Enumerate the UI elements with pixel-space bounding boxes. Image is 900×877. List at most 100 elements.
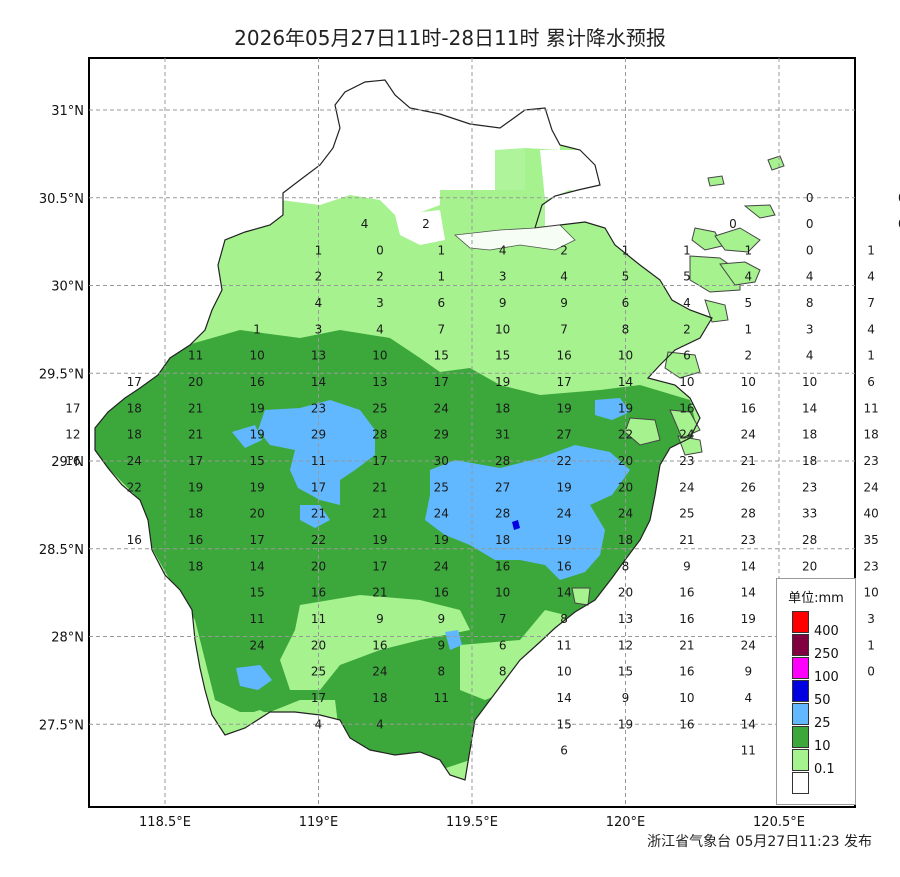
legend-swatch	[792, 726, 809, 748]
lat-tick-label: 28°N	[51, 631, 84, 646]
grid-value: 4	[744, 691, 752, 705]
legend: 单位:mm 400 250 100 50 25 10 0.1	[776, 578, 856, 805]
lat-tick-label: 30°N	[51, 280, 84, 295]
grid-value: 16	[741, 401, 756, 415]
grid-value: 18	[802, 428, 817, 442]
peak-dot	[512, 520, 520, 530]
grid-value: 23	[863, 454, 878, 468]
grid-value: 17	[188, 454, 203, 468]
heavy-patch-7	[236, 665, 272, 690]
grid-value: 17	[65, 401, 80, 415]
grid-value: 28	[372, 428, 387, 442]
grid-value: 2	[376, 270, 384, 284]
grid-value: 8	[622, 322, 630, 336]
grid-value: 16	[65, 454, 80, 468]
grid-value: 8	[806, 296, 814, 310]
grid-value: 20	[618, 480, 633, 494]
grid-value: 16	[434, 586, 449, 600]
grid-value: 2	[683, 322, 691, 336]
grid-value: 10	[679, 691, 694, 705]
grid-value: 11	[311, 612, 326, 626]
grid-value: 29	[434, 428, 449, 442]
lat-tick-label: 29.5°N	[39, 367, 84, 382]
grid-value: 11	[556, 638, 571, 652]
light-hole-2	[460, 610, 565, 700]
grid-value: 2	[560, 243, 568, 257]
grid-value: 3	[315, 322, 323, 336]
grid-value: 0	[806, 191, 814, 205]
grid-value: 24	[618, 507, 633, 521]
grid-value: 21	[372, 507, 387, 521]
grid-value: 18	[863, 428, 878, 442]
grid-value: 8	[622, 559, 630, 573]
grid-value: 0	[898, 191, 900, 205]
grid-value: 24	[127, 454, 142, 468]
grid-value: 17	[556, 375, 571, 389]
grid-value: 25	[434, 480, 449, 494]
grid-value: 14	[618, 375, 633, 389]
grid-value: 11	[188, 349, 203, 363]
heavy-patch-4	[425, 445, 630, 580]
grid-value: 19	[372, 533, 387, 547]
grid-value: 22	[311, 533, 326, 547]
grid-value: 21	[679, 533, 694, 547]
grid-value: 5	[683, 270, 691, 284]
grid-value: 0	[729, 217, 737, 231]
grid-value: 22	[127, 480, 142, 494]
grid-value: 35	[863, 533, 878, 547]
legend-label: 250	[814, 647, 839, 662]
bay-area-fill	[495, 148, 545, 240]
grid-value: 17	[249, 533, 264, 547]
grid-value: 4	[806, 349, 814, 363]
grid-value: 20	[618, 586, 633, 600]
grid-value: 1	[867, 243, 875, 257]
grid-value: 14	[802, 401, 817, 415]
publisher-note: 浙江省气象台 05月27日11:23 发布	[647, 834, 872, 850]
light-hole-1	[280, 595, 470, 690]
grid-value: 13	[311, 349, 326, 363]
grid-value: 16	[495, 559, 510, 573]
grid-value: 15	[495, 349, 510, 363]
legend-label: 25	[814, 716, 831, 731]
grid-value: 24	[434, 507, 449, 521]
grid-value: 11	[741, 744, 756, 758]
grid-value: 9	[683, 559, 691, 573]
grid-value: 40	[863, 507, 878, 521]
lon-tick-labels: 118.5°E119°E119.5°E120°E120.5°E121°E121.…	[139, 815, 805, 830]
grid-value: 17	[127, 375, 142, 389]
grid-value: 25	[679, 507, 694, 521]
grid-value: 8	[437, 665, 445, 679]
grid-value: 4	[499, 243, 507, 257]
grid-value: 9	[437, 612, 445, 626]
grid-value: 5	[622, 270, 630, 284]
grid-value: 4	[315, 717, 323, 731]
grid-value: 18	[802, 454, 817, 468]
heavy-patch-3	[300, 505, 330, 528]
grid-value: 23	[679, 454, 694, 468]
grid-value: 13	[372, 375, 387, 389]
grid-value: 1	[437, 243, 445, 257]
grid-value: 9	[376, 612, 384, 626]
grid-value: 19	[249, 401, 264, 415]
heavy-patch-5	[595, 398, 630, 420]
grid-value: 7	[560, 322, 568, 336]
grid-value: 4	[683, 296, 691, 310]
grid-value: 18	[495, 533, 510, 547]
grid-value: 4	[361, 217, 369, 231]
grid-value: 21	[372, 480, 387, 494]
grid-value: 19	[556, 480, 571, 494]
legend-swatch	[792, 657, 809, 679]
grid-value: 20	[618, 454, 633, 468]
grid-value: 4	[806, 270, 814, 284]
heavy-patch-6	[445, 630, 462, 650]
grid-value: 3	[376, 296, 384, 310]
grid-value: 29	[311, 428, 326, 442]
grid-value: 20	[249, 507, 264, 521]
legend-label: 50	[814, 693, 831, 708]
grid-value: 9	[622, 691, 630, 705]
grid-value: 19	[618, 401, 633, 415]
lat-tick-labels: 31°N 30.5°N 30°N 29.5°N 29°N 28.5°N 28°N 27.5°N	[39, 104, 84, 733]
grid-value: 10	[495, 586, 510, 600]
dry-zone-3	[540, 150, 600, 200]
grid-value: 16	[679, 586, 694, 600]
